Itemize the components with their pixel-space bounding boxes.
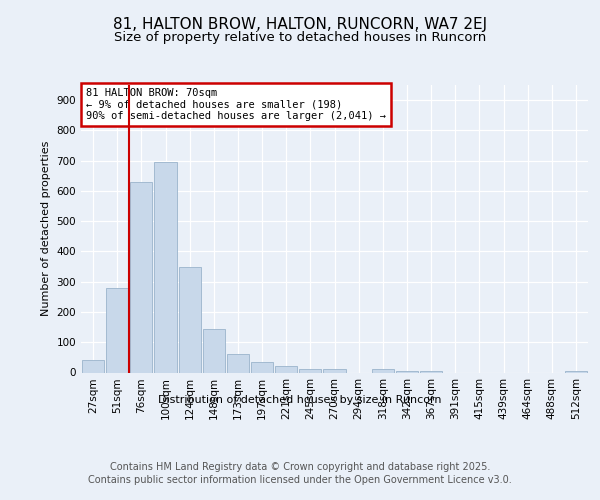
Bar	[154, 162, 176, 372]
Bar	[396, 371, 418, 372]
Bar	[420, 371, 442, 372]
Text: 81 HALTON BROW: 70sqm
← 9% of detached houses are smaller (198)
90% of semi-deta: 81 HALTON BROW: 70sqm ← 9% of detached h…	[86, 88, 386, 121]
Bar	[251, 362, 273, 372]
Text: 81, HALTON BROW, HALTON, RUNCORN, WA7 2EJ: 81, HALTON BROW, HALTON, RUNCORN, WA7 2E…	[113, 18, 487, 32]
Text: Contains public sector information licensed under the Open Government Licence v3: Contains public sector information licen…	[88, 475, 512, 485]
Bar	[82, 360, 104, 372]
Bar	[371, 370, 394, 372]
Bar	[565, 371, 587, 372]
Bar	[203, 328, 225, 372]
Bar	[275, 366, 298, 372]
Bar	[130, 182, 152, 372]
Bar	[227, 354, 249, 372]
Bar	[323, 370, 346, 372]
Y-axis label: Number of detached properties: Number of detached properties	[41, 141, 51, 316]
Text: Contains HM Land Registry data © Crown copyright and database right 2025.: Contains HM Land Registry data © Crown c…	[110, 462, 490, 472]
Bar	[299, 370, 322, 372]
Bar	[179, 266, 201, 372]
Text: Size of property relative to detached houses in Runcorn: Size of property relative to detached ho…	[114, 31, 486, 44]
Text: Distribution of detached houses by size in Runcorn: Distribution of detached houses by size …	[158, 395, 442, 405]
Bar	[106, 288, 128, 372]
